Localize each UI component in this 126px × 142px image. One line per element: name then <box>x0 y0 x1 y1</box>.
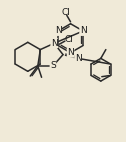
Text: N: N <box>75 54 82 63</box>
Text: N: N <box>67 48 74 57</box>
Text: Cl: Cl <box>65 35 74 44</box>
Text: N: N <box>55 27 61 36</box>
Text: N: N <box>51 39 58 48</box>
Text: N: N <box>80 27 86 36</box>
Text: Cl: Cl <box>61 8 70 16</box>
Text: S: S <box>50 61 56 70</box>
